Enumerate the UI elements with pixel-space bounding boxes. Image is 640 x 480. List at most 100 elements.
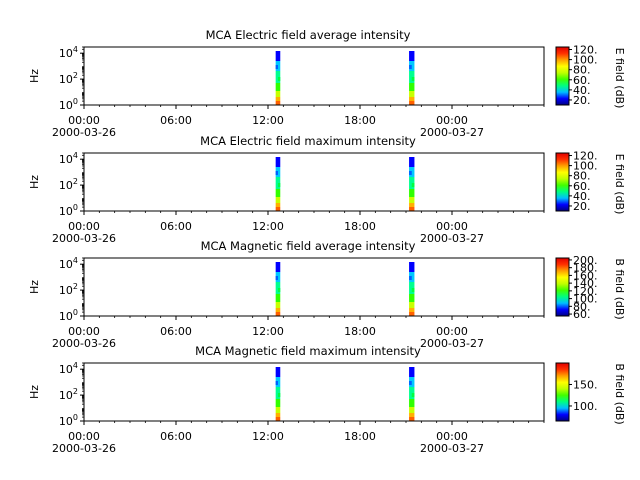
- x-tick-label: 12:00: [252, 220, 284, 233]
- data-cell: [409, 203, 415, 207]
- y-tick-label: 104: [59, 151, 78, 166]
- x-tick-label: 06:00: [160, 325, 192, 338]
- data-cell: [277, 393, 281, 397]
- data-cell: [275, 197, 281, 203]
- colorbar-tick-label: 80.: [573, 64, 591, 77]
- colorbar-tick-label: 180.: [573, 262, 598, 275]
- colorbar-tick-label: 120.: [573, 44, 598, 57]
- y-axis-label: Hz: [28, 175, 41, 189]
- chart-title: MCA Electric field maximum intensity: [200, 134, 416, 148]
- colorbar-tick-label: 120.: [573, 150, 598, 163]
- data-cell: [409, 312, 415, 316]
- data-cell: [409, 207, 415, 211]
- data-cell: [275, 272, 281, 282]
- data-cell: [275, 413, 281, 417]
- data-cell: [275, 171, 278, 175]
- y-axis-label: Hz: [28, 385, 41, 399]
- y-tick-label: 104: [59, 256, 78, 271]
- data-cell: [409, 51, 415, 61]
- chart-title: MCA Magnetic field average intensity: [201, 239, 416, 253]
- colorbar-label: E field (dB): [613, 154, 626, 215]
- x-tick-label: 06:00: [160, 430, 192, 443]
- data-cell: [277, 183, 281, 187]
- x-tick-label: 06:00: [160, 220, 192, 233]
- axes-frame: [83, 257, 545, 317]
- x-date-label: 2000-03-26: [52, 126, 116, 139]
- colorbar-tick-label: 200.: [573, 254, 598, 267]
- data-cell: [275, 367, 281, 377]
- x-tick-label: 00:00: [68, 325, 100, 338]
- colorbar-tick-label: 60.: [573, 74, 591, 87]
- data-block: [275, 367, 281, 421]
- data-cell: [409, 189, 415, 197]
- data-cell: [409, 308, 415, 312]
- x-tick-label: 00:00: [436, 430, 468, 443]
- colorbar-frame: [555, 362, 570, 422]
- colorbar-tick-label: 100.: [573, 293, 598, 306]
- data-cell: [275, 189, 281, 197]
- data-cell: [275, 83, 281, 91]
- data-cell: [411, 393, 415, 397]
- data-cell: [409, 399, 415, 407]
- data-cell: [275, 381, 278, 385]
- x-tick-label: 18:00: [344, 325, 376, 338]
- data-cell: [275, 294, 281, 302]
- data-cell: [275, 101, 281, 105]
- data-cell: [275, 65, 278, 69]
- y-tick-label: 102: [59, 282, 78, 297]
- data-cell: [411, 77, 415, 81]
- colorbar: [556, 47, 569, 105]
- colorbar-tick-label: 40.: [573, 190, 591, 203]
- data-block: [409, 51, 415, 105]
- x-date-label: 2000-03-26: [52, 232, 116, 245]
- colorbar-tick-label: 100.: [573, 160, 598, 173]
- x-date-label: 2000-03-27: [420, 232, 484, 245]
- y-axis-label: Hz: [28, 69, 41, 83]
- x-date-label: 2000-03-26: [52, 337, 116, 350]
- x-tick-label: 18:00: [344, 114, 376, 127]
- colorbar-tick-label: 60.: [573, 308, 591, 321]
- data-block: [275, 262, 281, 316]
- x-tick-label: 00:00: [436, 220, 468, 233]
- data-cell: [275, 262, 281, 272]
- data-cell: [409, 157, 415, 167]
- data-cell: [409, 367, 415, 377]
- data-cell: [409, 101, 415, 105]
- colorbar-tick-label: 160.: [573, 269, 598, 282]
- y-tick-label: 100: [59, 203, 78, 218]
- data-cell: [409, 171, 412, 175]
- colorbar-frame: [555, 257, 570, 317]
- x-tick-label: 18:00: [344, 220, 376, 233]
- data-block: [409, 157, 415, 211]
- data-block: [275, 157, 281, 211]
- x-tick-label: 00:00: [68, 220, 100, 233]
- panel-3: MCA Magnetic field average intensity 100 1…: [28, 239, 626, 350]
- colorbar-frame: [555, 152, 570, 212]
- data-cell: [275, 203, 281, 207]
- colorbar: [556, 363, 569, 421]
- data-cell: [409, 381, 412, 385]
- data-cell: [275, 97, 281, 101]
- data-cell: [275, 302, 281, 308]
- data-cell: [409, 262, 415, 272]
- data-block: [275, 51, 281, 105]
- y-tick-label: 100: [59, 308, 78, 323]
- panel-2: MCA Electric field maximum intensity 100 1…: [28, 134, 626, 245]
- data-block: [409, 262, 415, 316]
- data-cell: [275, 91, 281, 97]
- colorbar-label: B field (dB): [613, 363, 626, 424]
- data-cell: [275, 51, 281, 61]
- data-cell: [277, 288, 281, 292]
- x-tick-label: 12:00: [252, 325, 284, 338]
- data-cell: [409, 197, 415, 203]
- colorbar: [556, 258, 569, 316]
- colorbar-frame: [555, 46, 570, 106]
- y-tick-label: 104: [59, 45, 78, 60]
- y-tick-label: 100: [59, 97, 78, 112]
- x-tick-label: 12:00: [252, 114, 284, 127]
- data-cell: [409, 413, 415, 417]
- colorbar-tick-label: 100.: [573, 54, 598, 67]
- y-tick-label: 102: [59, 177, 78, 192]
- y-tick-label: 104: [59, 361, 78, 376]
- colorbar-tick-label: 120.: [573, 285, 598, 298]
